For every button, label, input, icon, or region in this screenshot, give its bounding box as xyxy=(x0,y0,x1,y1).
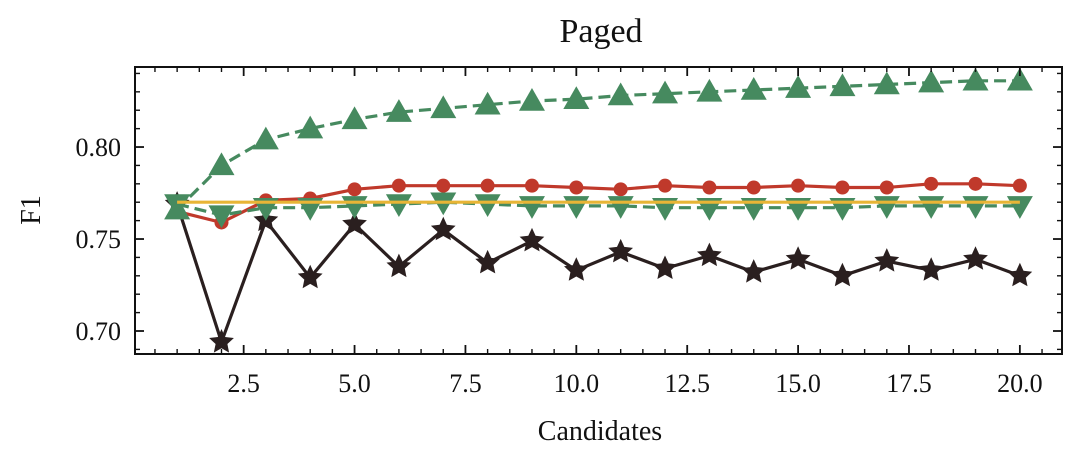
series-4-point-20 xyxy=(1006,196,1033,219)
series-1-point-10 xyxy=(564,257,589,281)
series-1-point-17 xyxy=(874,248,900,272)
series-4-point-2 xyxy=(208,205,235,229)
series-3-point-8 xyxy=(474,91,501,115)
x-tick-label: 2.5 xyxy=(227,369,260,398)
series-1-point-6 xyxy=(386,253,412,278)
series-1-point-9 xyxy=(519,227,545,252)
series-1-point-15 xyxy=(785,246,811,270)
series-2-point-16 xyxy=(835,180,850,195)
series-1-point-20 xyxy=(1007,262,1033,287)
series-3-point-17 xyxy=(873,71,900,95)
x-tick-label: 10.0 xyxy=(554,369,600,398)
series-2-point-11 xyxy=(613,182,628,197)
series-2-point-5 xyxy=(347,182,362,197)
series-3-point-10 xyxy=(563,86,590,109)
series-3-point-3 xyxy=(252,126,279,150)
series-2-point-7 xyxy=(436,178,451,193)
series-3-point-11 xyxy=(607,82,634,106)
series-2-point-6 xyxy=(391,178,406,193)
series-1-point-14 xyxy=(741,259,767,283)
x-tick-label: 20.0 xyxy=(997,369,1043,398)
series-4-point-8 xyxy=(474,194,501,218)
series-4-point-19 xyxy=(962,196,989,219)
series-3-point-20 xyxy=(1006,67,1033,91)
series-4-point-10 xyxy=(563,196,590,219)
series-3-point-15 xyxy=(785,75,812,98)
series-2-line xyxy=(176,182,1020,225)
series-3-point-13 xyxy=(696,78,723,102)
series-1-point-12 xyxy=(652,255,678,279)
series-1-point-16 xyxy=(830,262,855,287)
y-axis-label: F1 xyxy=(16,195,47,225)
series-2-point-8 xyxy=(480,178,495,193)
y-tick-label: 0.80 xyxy=(76,133,122,162)
plot-frame xyxy=(134,66,1063,355)
x-tick-label: 15.0 xyxy=(775,369,821,398)
series-1-point-7 xyxy=(430,216,456,241)
series-3-point-16 xyxy=(829,73,856,97)
series-1-line xyxy=(175,203,1021,344)
series-3-point-12 xyxy=(652,80,679,104)
series-3-point-9 xyxy=(518,88,545,111)
series-2-point-18 xyxy=(924,176,939,191)
x-tick-label: 5.0 xyxy=(338,369,371,398)
series-1-point-8 xyxy=(475,249,500,274)
series-4-point-18 xyxy=(918,196,945,219)
series-2-point-15 xyxy=(791,178,806,193)
series-2-point-19 xyxy=(968,176,983,191)
series-2-point-17 xyxy=(879,180,894,195)
series-3-point-18 xyxy=(918,69,945,93)
series-3-point-2 xyxy=(208,152,235,176)
series-3-point-4 xyxy=(297,115,324,139)
series-4-point-1 xyxy=(164,194,191,218)
x-tick-label: 7.5 xyxy=(449,369,482,398)
y-tick-label: 0.70 xyxy=(76,317,122,346)
series-1-point-4 xyxy=(297,264,323,289)
chart-title: Paged xyxy=(559,13,642,50)
series-3-point-6 xyxy=(385,99,412,122)
x-tick-label: 17.5 xyxy=(886,369,932,398)
series-1-point-19 xyxy=(963,246,988,270)
axis-ticks: 2.5 5.0 7.5 10.0 12.5 15.0 17.5 20.0 0.70 0.75 0.8… xyxy=(76,67,1062,398)
series-1-point-5 xyxy=(342,211,367,235)
series-layer xyxy=(164,67,1033,353)
x-tick-label: 12.5 xyxy=(664,369,710,398)
series-2-point-10 xyxy=(569,180,584,195)
series-4-line xyxy=(176,200,1020,217)
series-2-point-13 xyxy=(702,180,717,195)
series-3-point-14 xyxy=(740,76,767,100)
series-3-point-19 xyxy=(962,67,989,91)
series-2-point-9 xyxy=(524,178,539,193)
y-tick-label: 0.75 xyxy=(76,225,122,254)
series-4-point-7 xyxy=(430,192,457,216)
series-3 xyxy=(164,67,1033,220)
series-1-point-13 xyxy=(697,242,722,267)
series-1-point-2 xyxy=(209,329,234,353)
series-4-point-6 xyxy=(385,194,412,218)
series-3-line xyxy=(175,79,1020,211)
x-axis-label: Candidates xyxy=(538,416,662,447)
axes-frame xyxy=(134,66,1063,355)
series-3-point-5 xyxy=(341,106,368,130)
series-2-point-20 xyxy=(1012,178,1027,193)
series-2-point-14 xyxy=(746,180,761,195)
series-2-point-12 xyxy=(658,178,673,193)
series-1-point-11 xyxy=(608,238,633,263)
series-3-point-7 xyxy=(430,95,457,119)
series-4-point-9 xyxy=(518,196,545,219)
series-1 xyxy=(164,191,1033,353)
series-1-point-18 xyxy=(918,257,944,281)
